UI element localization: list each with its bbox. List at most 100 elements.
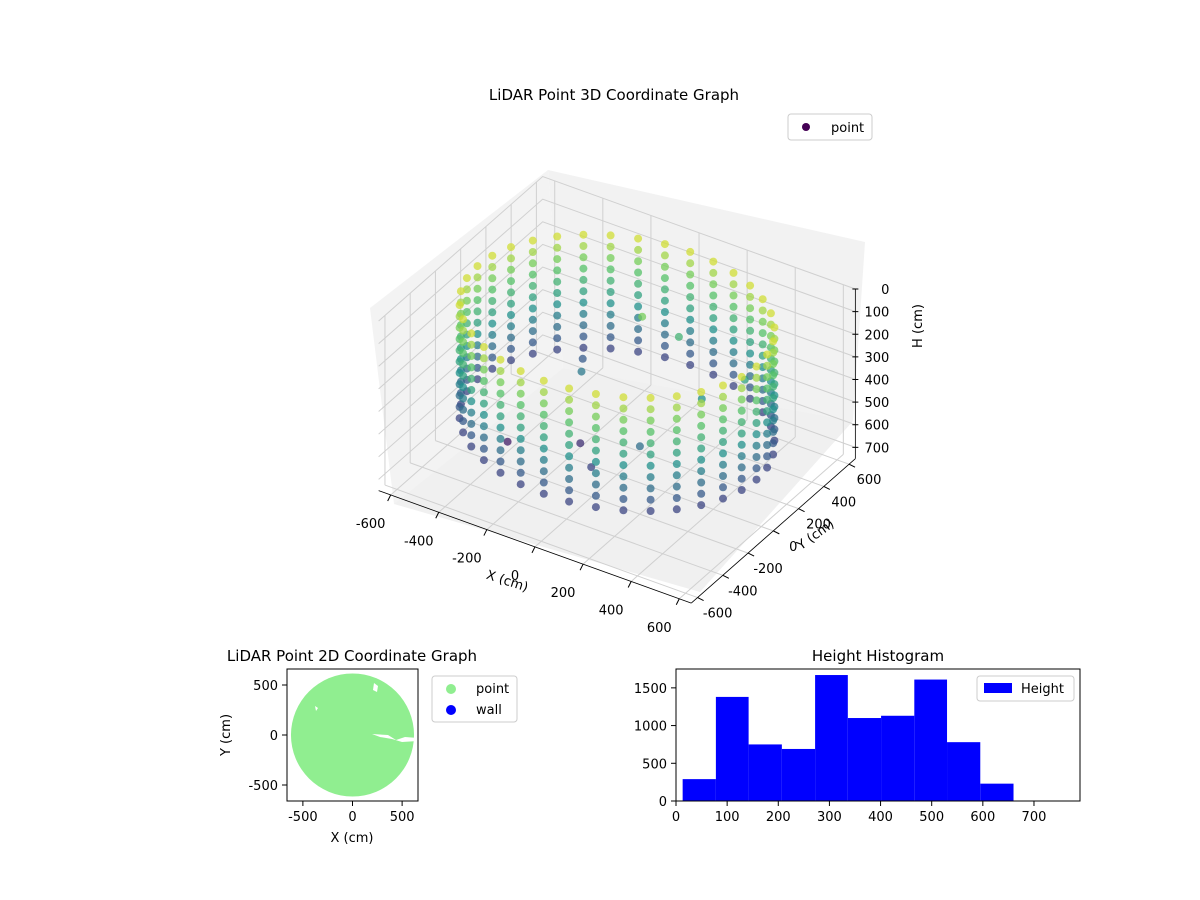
scatter-point-3d: [763, 350, 772, 359]
scatter-point-3d: [496, 378, 505, 387]
legend-2d-point-label: point: [476, 682, 509, 697]
scatter-point-3d: [746, 304, 755, 313]
scatter-point-3d: [769, 360, 778, 368]
scatter-point-3d: [528, 236, 537, 245]
y-tick-label-3d: -400: [728, 584, 758, 599]
scatter-point-3d: [752, 419, 761, 427]
scatter-point-3d: [752, 385, 761, 394]
y-tick-label-3d: -600: [703, 607, 733, 622]
scatter-point-3d: [719, 483, 727, 492]
x-tick-3d: [483, 529, 488, 536]
scatter-point-3d: [591, 435, 600, 444]
x-tick-label-2d: 0: [348, 810, 356, 825]
scatter-point-3d: [459, 371, 468, 380]
histogram-bar: [682, 779, 716, 801]
scatter-point-3d: [528, 281, 537, 290]
scatter-point-3d: [459, 315, 468, 324]
scatter-point-3d: [459, 428, 468, 437]
z-tick-label-3d: 500: [865, 396, 890, 411]
axes-3d: -600-400-2000200400600-600-400-200020040…: [356, 283, 889, 636]
scatter-point-3d: [479, 377, 488, 385]
scatter-point-3d: [467, 363, 476, 372]
scatter-point-3d: [737, 372, 746, 381]
grid-line-floor-y: [536, 351, 850, 465]
y-tick-label-3d: 200: [806, 518, 831, 533]
scatter-point-3d: [528, 349, 537, 358]
scatter-point-3d: [496, 389, 505, 398]
y-tick-3d: [747, 552, 755, 557]
scatter-point-3d: [619, 415, 628, 424]
scatter-point-3d: [770, 323, 779, 332]
x-tick-3d: [627, 581, 632, 588]
scatter-point-3d: [660, 274, 669, 283]
scatter-point-3d: [709, 314, 718, 323]
scatter-point-3d: [709, 302, 718, 311]
scatter-point-3d: [646, 393, 655, 402]
scatter-point-3d: [516, 468, 525, 477]
scatter-point-3d: [619, 506, 628, 515]
x-tick-label-3d: -600: [356, 517, 386, 532]
histogram-bar: [947, 742, 981, 801]
z-tick-label-3d: 700: [865, 441, 890, 456]
histogram-bar: [881, 715, 915, 801]
scatter-point-3d: [646, 416, 655, 425]
scatter-point-3d: [634, 291, 643, 300]
grid-line-floor-y: [410, 462, 724, 576]
scatter-point-3d: [646, 405, 655, 414]
scatter-point-3d: [769, 427, 778, 436]
scatter-point-3d: [496, 423, 505, 432]
scatter-point-3d: [660, 330, 669, 339]
scatter-point-3d: [709, 280, 718, 289]
axes-2d: -500 0 500 -500 0 500: [248, 679, 414, 825]
scatter-point-3d: [729, 348, 738, 357]
legend-2d: point wall: [431, 675, 518, 723]
scatter-point-3d: [467, 340, 476, 349]
scatter-point-3d: [578, 354, 587, 363]
chart-2d-title: LiDAR Point 2D Coordinate Graph: [227, 647, 477, 665]
scatter-point-3d: [746, 383, 755, 392]
scatter-point-3d: [516, 378, 525, 387]
scatter-point-3d: [709, 257, 718, 266]
scatter-point-3d: [467, 329, 476, 338]
scatter-point-3d: [565, 497, 574, 506]
scatter-point-3d: [459, 417, 468, 426]
scatter-point-3d: [473, 318, 482, 327]
scatter-point-3d: [697, 399, 706, 408]
scatter-point-3d: [709, 325, 718, 334]
y-tick-label-2d: 0: [270, 729, 278, 744]
scatter-point-3d: [528, 293, 537, 302]
scatter-point-3d: [752, 464, 761, 473]
x-tick-label-3d: 400: [599, 603, 624, 618]
scatter-point-3d: [528, 304, 537, 313]
scatter-point-3d: [459, 326, 468, 335]
grid-line-z: [378, 334, 856, 480]
x-tick-3d: [435, 512, 440, 519]
x-tick-label-hist: 600: [970, 810, 995, 825]
scatter-point-3d: [729, 325, 738, 334]
scatter-point-3d: [619, 404, 628, 413]
scatter-point-3d: [565, 475, 574, 483]
scatter-point-3d: [719, 404, 727, 413]
scatter-point-3d: [606, 310, 615, 319]
y-tick-label-hist: 0: [659, 795, 667, 810]
scatter-point-3d: [479, 433, 488, 442]
scatter-point-3d: [672, 494, 681, 502]
scatter-point-3d: [473, 375, 482, 384]
scatter-point-3d: [579, 275, 588, 284]
scatter-point-3d: [697, 467, 706, 476]
scatter-point-3d: [746, 394, 755, 403]
scatter-point-3d: [565, 418, 574, 427]
scatter-point-3d: [752, 441, 761, 450]
scatter-point-3d: [528, 270, 537, 279]
scatter-point-3d: [516, 480, 525, 489]
scatter-point-3d: [758, 329, 767, 338]
scatter-point-3d: [496, 446, 505, 455]
scatter-point-3d: [459, 360, 468, 369]
scatter-point-3d: [719, 381, 727, 390]
scatter-point-3d: [634, 245, 643, 254]
scatter-point-3d: [591, 491, 600, 500]
scatter-point-3d: [752, 407, 761, 416]
scatter-point-3d: [479, 399, 488, 408]
histogram-bar: [781, 748, 816, 801]
y-tick-3d: [773, 530, 780, 535]
